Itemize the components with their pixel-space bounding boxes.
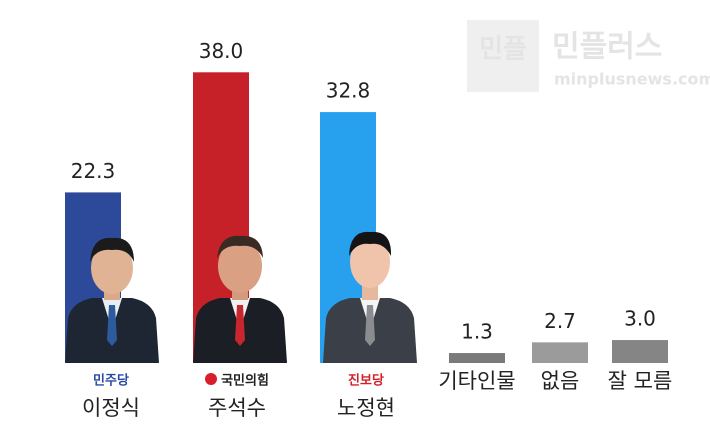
bar [532, 342, 588, 363]
bar [612, 340, 668, 363]
photo [323, 231, 417, 363]
candidate-photos [65, 231, 417, 363]
x-tick-label: 기타인물 [438, 369, 515, 393]
party-logo [205, 373, 217, 385]
watermark-logo: 민플 [479, 35, 527, 65]
photo [65, 237, 159, 363]
bar [449, 353, 505, 363]
value-label: 22.3 [71, 159, 116, 183]
watermark-name: 민플러스 [552, 30, 662, 65]
x-tick-label: 노정현 [337, 396, 395, 420]
photo [193, 235, 287, 363]
value-label: 1.3 [461, 320, 493, 344]
party-label: 국민의힘 [221, 373, 269, 389]
value-label: 3.0 [624, 307, 656, 331]
watermark-url: minplusnews.com [554, 70, 710, 89]
value-label: 38.0 [199, 39, 244, 63]
value-label: 2.7 [544, 309, 576, 333]
party-label: 진보당 [348, 373, 384, 389]
x-tick-label: 주석수 [208, 396, 266, 420]
x-tick-label: 이정식 [82, 396, 140, 420]
watermark: 민플 민플러스 minplusnews.com [467, 20, 710, 92]
x-tick-label: 없음 [541, 369, 580, 393]
x-tick-label: 잘 모름 [608, 369, 673, 393]
value-label: 32.8 [326, 79, 371, 103]
watermark-box [467, 20, 539, 92]
party-label: 민주당 [93, 373, 129, 389]
